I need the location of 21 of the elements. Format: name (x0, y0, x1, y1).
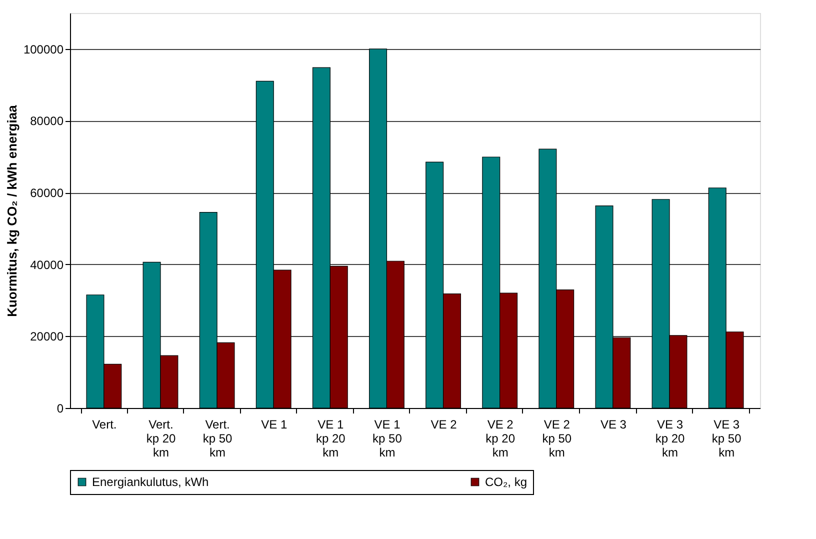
y-tick-label: 80000 (30, 114, 64, 128)
y-axis-title: Kuormitus, kg CO₂ / kWh energiaa (4, 104, 20, 317)
y-tick-label: 40000 (30, 258, 64, 272)
legend-label: Energiankulutus, kWh (92, 475, 209, 489)
x-tick-label: VE 2 kp 20 km (486, 418, 516, 460)
x-tick-label: VE 1 kp 20 km (316, 418, 346, 460)
x-tick-label: VE 1 (261, 418, 288, 432)
x-tick-label: Vert. kp 50 km (202, 418, 233, 460)
x-tick-label: VE 3 kp 50 km (712, 418, 742, 460)
y-tick-label: 60000 (30, 186, 64, 200)
x-tick-label: VE 2 kp 50 km (542, 418, 572, 460)
x-tick-label: Vert. kp 20 km (146, 418, 176, 460)
legend-label: CO₂, kg (485, 475, 527, 489)
y-tick-label: 20000 (30, 330, 64, 344)
y-tick-label: 0 (56, 402, 64, 416)
x-tick-label: Vert. (92, 418, 117, 432)
x-tick-label: VE 2 (430, 418, 458, 432)
y-tick-label: 100000 (23, 42, 64, 56)
x-tick-label: VE 3 (600, 418, 627, 432)
x-tick-label: VE 1 kp 50 km (372, 418, 402, 460)
x-tick-label: VE 3 kp 20 km (655, 418, 686, 460)
